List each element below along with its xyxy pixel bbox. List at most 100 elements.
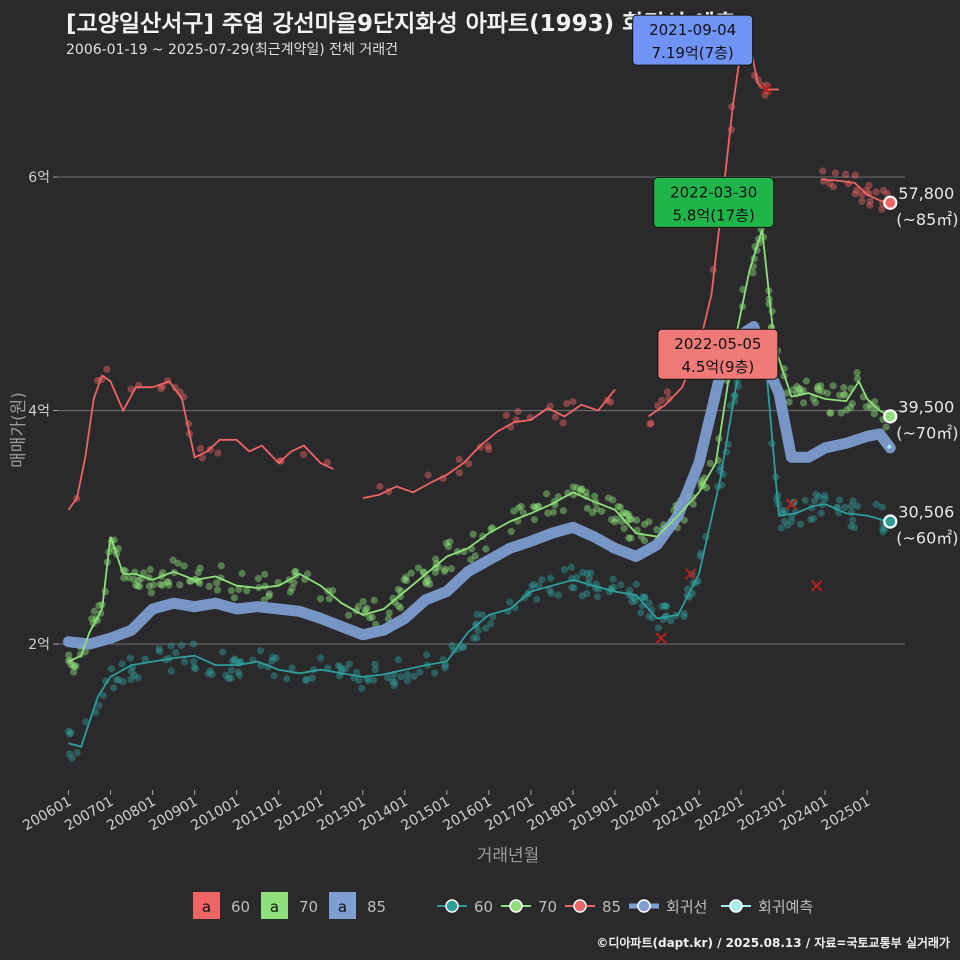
scatter-point xyxy=(447,565,455,573)
end-value-label: 57,800 xyxy=(898,184,954,203)
scatter-point xyxy=(176,581,184,589)
scatter-point xyxy=(506,598,514,606)
scatter-point xyxy=(607,516,616,524)
scatter-point xyxy=(535,581,543,590)
scatter-point xyxy=(591,492,599,500)
scatter-point xyxy=(268,657,276,665)
scatter-point xyxy=(785,398,793,406)
scatter-point xyxy=(789,386,798,394)
scatter-point xyxy=(225,674,233,683)
scatter-point xyxy=(228,657,237,665)
scatter-point xyxy=(578,569,587,577)
scatter-point xyxy=(444,542,453,551)
scatter-point xyxy=(640,594,648,602)
scatter-point xyxy=(840,384,848,392)
scatter-point xyxy=(72,662,80,670)
legend-swatch xyxy=(329,892,356,919)
scatter-point xyxy=(570,584,578,592)
scatter-point xyxy=(308,674,316,682)
scatter-point xyxy=(660,602,669,610)
scatter-point xyxy=(784,521,792,529)
scatter-point xyxy=(853,186,861,194)
scatter-point xyxy=(640,520,649,528)
scatter-point xyxy=(802,377,810,385)
scatter-point xyxy=(471,552,479,560)
scatter-point xyxy=(848,516,857,524)
scatter-point xyxy=(115,676,123,684)
scatter-point xyxy=(390,681,398,690)
scatter-point xyxy=(467,556,475,564)
scatter-point xyxy=(576,487,584,495)
regression-line xyxy=(63,321,896,650)
scatter-point xyxy=(645,518,653,526)
scatter-point xyxy=(141,655,149,663)
scatter-point xyxy=(654,401,662,410)
scatter-point xyxy=(371,665,379,674)
cross-mark xyxy=(655,632,667,645)
scatter-point xyxy=(317,654,325,662)
end-area-label: (~70㎡) xyxy=(896,423,958,442)
scatter-point xyxy=(568,584,576,592)
callout-date: 2021-09-04 xyxy=(649,21,736,39)
scatter-point xyxy=(799,399,808,407)
scatter-point xyxy=(359,597,367,606)
scatter-point xyxy=(858,197,866,205)
scatter-point xyxy=(866,197,874,205)
scatter-point xyxy=(103,365,111,373)
scatter-point xyxy=(338,665,346,674)
scatter-point xyxy=(125,574,133,582)
scatter-point xyxy=(363,604,371,612)
scatter-point xyxy=(640,537,649,545)
scatter-point xyxy=(867,404,875,412)
scatter-point xyxy=(593,593,601,601)
scatter-point xyxy=(811,399,820,407)
end-point xyxy=(883,514,898,529)
scatter-point xyxy=(157,385,165,393)
scatter-point xyxy=(793,382,801,391)
scatter-point xyxy=(547,574,555,582)
scatter-point xyxy=(529,502,538,511)
scatter-point xyxy=(431,564,440,572)
scatter-point xyxy=(611,518,619,526)
scatter-point xyxy=(196,579,204,587)
scatter-point xyxy=(130,671,138,680)
scatter-point xyxy=(410,672,418,680)
scatter-point xyxy=(441,565,449,573)
scatter-point xyxy=(481,624,490,632)
scatter-point xyxy=(269,653,277,662)
scatter-point xyxy=(510,507,518,515)
scatter-point xyxy=(547,589,555,597)
scatter-point xyxy=(604,494,613,502)
scatter-point xyxy=(484,442,492,450)
end-value-label: 39,500 xyxy=(898,397,954,416)
scatter-point xyxy=(270,672,278,680)
scatter-point xyxy=(866,201,874,209)
scatter-point xyxy=(329,586,337,595)
scatter-point xyxy=(354,602,362,610)
scatter-point xyxy=(165,581,173,589)
scatter-point xyxy=(823,389,832,397)
scatter-point xyxy=(424,577,432,585)
scatter-point xyxy=(191,665,200,673)
scatter-point xyxy=(132,581,140,589)
scatter-point xyxy=(809,514,818,523)
scatter-point xyxy=(837,409,845,417)
scatter-point xyxy=(368,613,376,622)
scatter-point xyxy=(400,576,408,584)
scatter-point xyxy=(478,611,487,619)
scatter-point xyxy=(787,517,796,525)
scatter-point xyxy=(818,387,826,395)
scatter-point xyxy=(299,450,308,459)
scatter-point xyxy=(849,497,857,505)
scatter-point xyxy=(394,602,402,610)
series-70-line xyxy=(68,229,891,663)
scatter-point xyxy=(345,611,353,619)
scatter-point xyxy=(370,596,378,604)
scatter-point xyxy=(623,517,631,525)
scatter-point xyxy=(219,648,227,656)
scatter-point xyxy=(531,503,539,511)
scatter-point xyxy=(403,677,412,685)
callout-value: 4.5억(9층) xyxy=(682,358,755,376)
scatter-point xyxy=(514,407,522,416)
scatter-point xyxy=(243,587,251,595)
